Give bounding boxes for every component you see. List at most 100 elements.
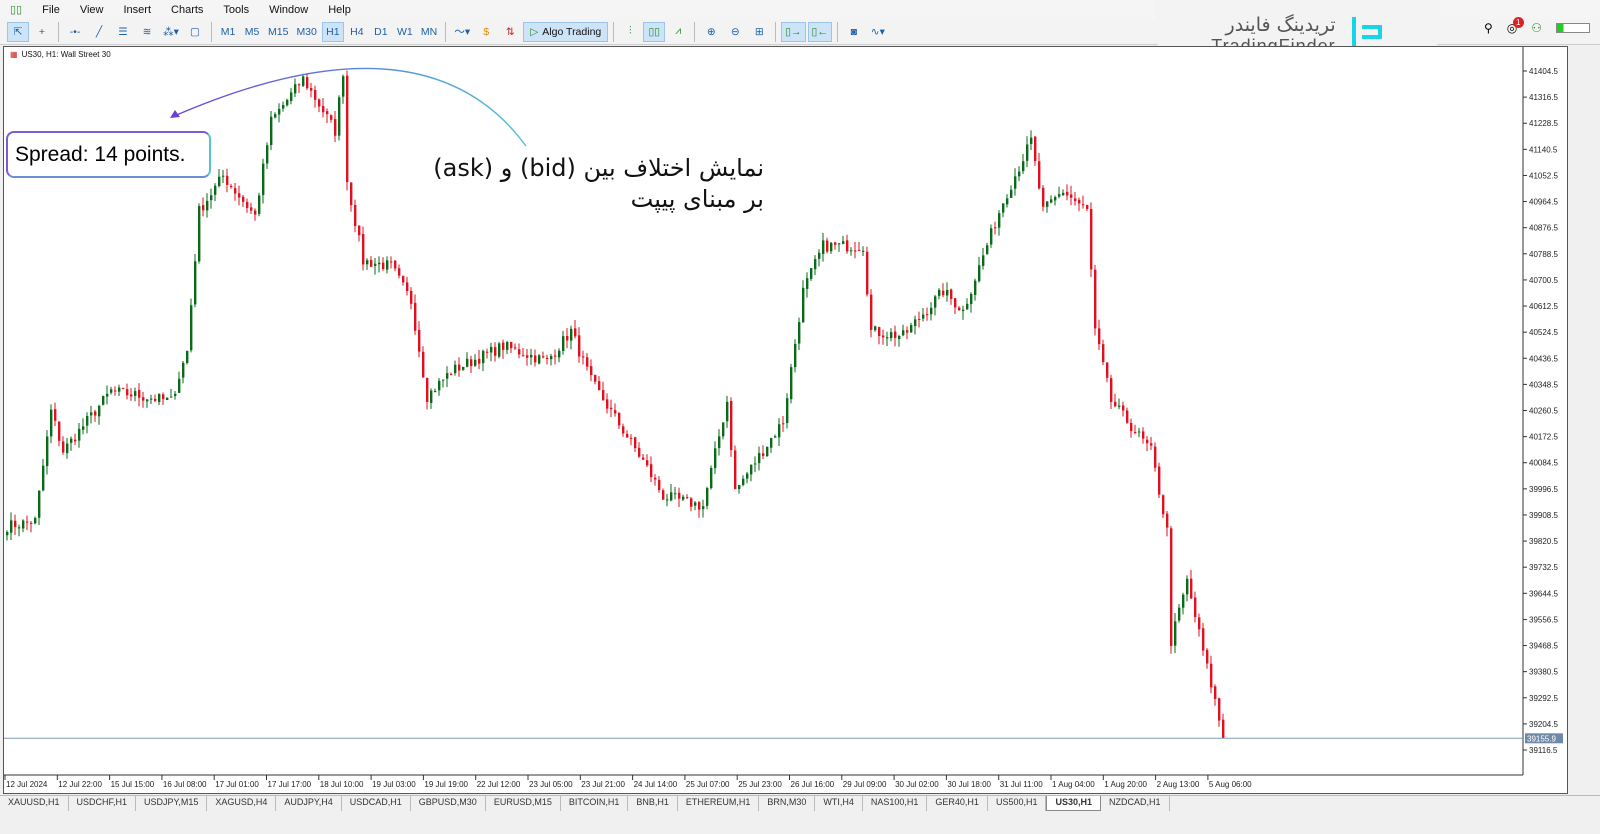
y-tick-label: 41404.5 xyxy=(1529,67,1558,76)
candle-body xyxy=(734,450,737,490)
menu-insert[interactable]: Insert xyxy=(123,3,152,16)
tf-d1[interactable]: D1 xyxy=(374,25,388,38)
tab-usdcad-h1[interactable]: USDCAD,H1 xyxy=(342,796,411,811)
menu-tools[interactable]: Tools xyxy=(223,3,250,16)
candle-body xyxy=(106,393,109,397)
candle-body xyxy=(1090,208,1093,270)
y-tick-label: 39996.5 xyxy=(1529,485,1558,494)
tab-audjpy-h4[interactable]: AUDJPY,H4 xyxy=(276,796,342,811)
tab-nas100-h1[interactable]: NAS100,H1 xyxy=(863,796,928,811)
search-icon[interactable]: ⚲ xyxy=(1483,21,1493,35)
candle-body xyxy=(306,77,309,89)
menu-help[interactable]: Help xyxy=(328,3,351,16)
chart-shift-icon[interactable]: ▯← xyxy=(807,21,832,42)
new-order-icon[interactable]: ⇅ xyxy=(505,25,515,38)
tf-m15[interactable]: M15 xyxy=(268,25,289,38)
tf-h1[interactable]: H1 xyxy=(321,21,344,42)
candlestick-icon[interactable]: ▯▯ xyxy=(643,21,666,42)
tf-w1[interactable]: W1 xyxy=(397,25,413,38)
tab-xagusd-h4[interactable]: XAGUSD,H4 xyxy=(207,796,277,811)
candlestick-chart[interactable]: 41404.5 41316.5 41228.5 41140.5 41052.5 40964… xyxy=(4,47,1569,795)
bar-chart-icon[interactable]: ⫶ xyxy=(628,25,632,37)
rectangle-icon[interactable]: ▢ xyxy=(190,25,200,38)
tab-us30-h1[interactable]: US30,H1 xyxy=(1046,796,1102,811)
tab-eurusd-m15[interactable]: EURUSD,M15 xyxy=(486,796,561,811)
candle-body xyxy=(798,322,801,344)
candle-body xyxy=(974,280,977,295)
channel-icon[interactable]: ☰ xyxy=(118,25,128,38)
tf-m5[interactable]: M5 xyxy=(244,25,260,38)
tab-xauusd-h1[interactable]: XAUUSD,H1 xyxy=(0,796,69,811)
dollar-icon[interactable]: $ xyxy=(483,25,490,38)
candle-body xyxy=(834,242,837,245)
menu-view[interactable]: View xyxy=(79,3,104,16)
candle-body xyxy=(530,354,533,358)
zoom-in-icon[interactable]: ⊕ xyxy=(706,25,716,38)
tab-bitcoin-h1[interactable]: BITCOIN,H1 xyxy=(561,796,629,811)
tab-usdjpy-m15[interactable]: USDJPY,M15 xyxy=(136,796,208,811)
tab-bnb-h1[interactable]: BNB,H1 xyxy=(628,796,678,811)
menu-charts[interactable]: Charts xyxy=(171,3,204,16)
candle-body xyxy=(1086,204,1089,209)
y-tick-label: 39116.5 xyxy=(1529,746,1558,755)
templates-icon[interactable]: ∿▾ xyxy=(870,25,885,38)
notifications-icon[interactable]: ◎ 1 xyxy=(1507,17,1524,35)
tf-m30[interactable]: M30 xyxy=(296,25,317,38)
shapes-icon[interactable]: ⁂▾ xyxy=(163,25,179,38)
candle-body xyxy=(222,175,225,177)
menu-window[interactable]: Window xyxy=(269,3,309,16)
trendline-icon[interactable]: ╱ xyxy=(95,25,103,38)
x-tick-label: 22 Jul 12:00 xyxy=(477,780,521,789)
indicators-icon[interactable]: 〜▾ xyxy=(454,26,471,38)
candle-body xyxy=(970,293,973,305)
tab-wti-h4[interactable]: WTI,H4 xyxy=(815,796,863,811)
candle-body xyxy=(786,398,789,423)
candle-body xyxy=(954,298,957,308)
grid-icon[interactable]: ⊞ xyxy=(754,25,764,38)
candle-body xyxy=(1078,199,1081,204)
algo-trading-button[interactable]: ▷ Algo Trading xyxy=(523,21,609,42)
candle-body xyxy=(142,397,145,401)
tf-mn[interactable]: MN xyxy=(420,25,438,38)
tab-usdchf-h1[interactable]: USDCHF,H1 xyxy=(69,796,137,811)
x-tick-label: 1 Aug 20:00 xyxy=(1104,780,1147,789)
tab-ethereum-h1[interactable]: ETHEREUM,H1 xyxy=(678,796,760,811)
y-tick-label: 39732.5 xyxy=(1529,563,1558,572)
candle-body xyxy=(426,377,429,403)
screenshot-icon[interactable]: ◙ xyxy=(850,25,857,38)
line-chart-icon[interactable]: ⩘ xyxy=(675,25,682,37)
tf-m1[interactable]: M1 xyxy=(220,25,236,38)
fibonacci-icon[interactable]: ≋ xyxy=(142,25,152,38)
tab-brn-m30[interactable]: BRN,M30 xyxy=(759,796,816,811)
zoom-out-icon[interactable]: ⊖ xyxy=(730,25,740,38)
autoscroll-icon[interactable]: ▯→ xyxy=(781,21,806,42)
candle-body xyxy=(386,260,389,270)
tf-h4[interactable]: H4 xyxy=(350,25,364,38)
candle-body xyxy=(198,206,201,262)
candle-body xyxy=(246,201,249,208)
candle-body xyxy=(494,347,497,356)
candle-body xyxy=(722,422,725,437)
tab-gbpusd-m30[interactable]: GBPUSD,M30 xyxy=(411,796,486,811)
candle-body xyxy=(58,421,61,441)
candle-body xyxy=(1206,649,1209,664)
candle-body xyxy=(558,350,561,358)
cursor-icon[interactable]: ⇱ xyxy=(7,21,29,42)
candle-body xyxy=(226,175,229,185)
chart-window[interactable]: 41404.5 41316.5 41228.5 41140.5 41052.5 40964… xyxy=(3,46,1568,794)
tab-ger40-h1[interactable]: GER40,H1 xyxy=(927,796,988,811)
tab-us500-h1[interactable]: US500,H1 xyxy=(988,796,1047,811)
x-tick-label: 2 Aug 13:00 xyxy=(1157,780,1200,789)
candle-body xyxy=(750,464,753,475)
tab-nzdcad-h1[interactable]: NZDCAD,H1 xyxy=(1101,796,1170,811)
crosshair-icon[interactable]: + xyxy=(38,25,46,38)
candle-body xyxy=(346,75,349,183)
candle-body xyxy=(706,488,709,506)
logo-text-fa: تریدینگ فایندر xyxy=(1225,13,1336,36)
y-tick-label: 40172.5 xyxy=(1529,433,1558,442)
candle-body xyxy=(546,358,549,360)
menu-file[interactable]: File xyxy=(42,3,60,16)
candle-body xyxy=(586,357,589,367)
candle-body xyxy=(10,520,13,533)
horizontal-line-icon[interactable]: -•- xyxy=(69,25,81,38)
